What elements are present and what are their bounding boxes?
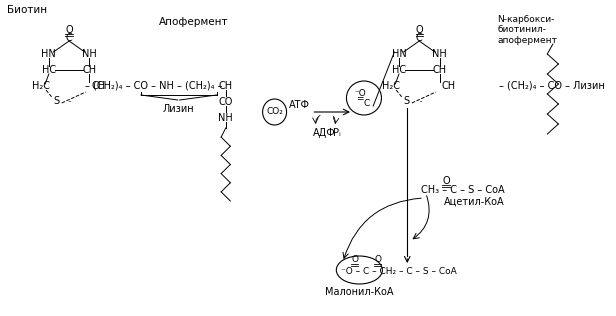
- Text: CH: CH: [432, 65, 447, 75]
- Text: – (CH₂)₄ – CO – Лизин: – (CH₂)₄ – CO – Лизин: [500, 81, 605, 91]
- Text: O: O: [415, 25, 423, 35]
- Text: S: S: [403, 96, 410, 106]
- Text: CO₂: CO₂: [266, 107, 283, 117]
- Text: HC: HC: [42, 65, 56, 75]
- Text: ·: ·: [418, 96, 422, 110]
- Text: NH: NH: [219, 113, 233, 123]
- Text: O: O: [65, 25, 73, 35]
- Text: CH: CH: [83, 65, 97, 75]
- Text: S: S: [53, 96, 59, 106]
- Text: CH: CH: [91, 81, 105, 91]
- Text: HN: HN: [392, 49, 407, 59]
- Text: C: C: [363, 99, 370, 107]
- Text: CH: CH: [219, 81, 232, 91]
- Text: HN: HN: [41, 49, 56, 59]
- Text: АДФ: АДФ: [314, 128, 336, 138]
- Text: ⁻O – C – CH₂ – C – S – CoA: ⁻O – C – CH₂ – C – S – CoA: [341, 266, 456, 276]
- Text: N-карбокси-
биотинил-
апофермент: N-карбокси- биотинил- апофермент: [498, 15, 557, 45]
- Text: Апофермент: Апофермент: [159, 17, 229, 27]
- Text: HC: HC: [392, 65, 406, 75]
- Text: =: =: [357, 94, 364, 104]
- Text: O: O: [375, 256, 381, 264]
- Text: O: O: [351, 256, 359, 264]
- Text: Малонил-КоА: Малонил-КоА: [325, 287, 394, 297]
- Text: NH: NH: [82, 49, 97, 59]
- Text: H₂C: H₂C: [31, 81, 49, 91]
- Text: ·: ·: [68, 96, 72, 110]
- Text: – (CH₂)₄ – CO – NH – (CH₂)₄ –: – (CH₂)₄ – CO – NH – (CH₂)₄ –: [85, 81, 222, 91]
- Text: H₂C: H₂C: [382, 81, 400, 91]
- Text: NH: NH: [432, 49, 447, 59]
- Text: Лизин: Лизин: [163, 104, 195, 114]
- Text: C: C: [66, 33, 73, 43]
- Text: CH₃ – C – S – CoA: CH₃ – C – S – CoA: [421, 185, 505, 195]
- Text: CH: CH: [442, 81, 455, 91]
- Text: Ацетил-КоА: Ацетил-КоА: [444, 197, 505, 207]
- Text: O: O: [442, 176, 450, 186]
- Text: ⁻O: ⁻O: [354, 88, 366, 98]
- Text: C: C: [416, 33, 423, 43]
- Text: Биотин: Биотин: [7, 5, 47, 15]
- Text: Рᵢ: Рᵢ: [333, 128, 341, 138]
- Text: CO: CO: [219, 97, 233, 107]
- Text: АТФ: АТФ: [290, 100, 310, 110]
